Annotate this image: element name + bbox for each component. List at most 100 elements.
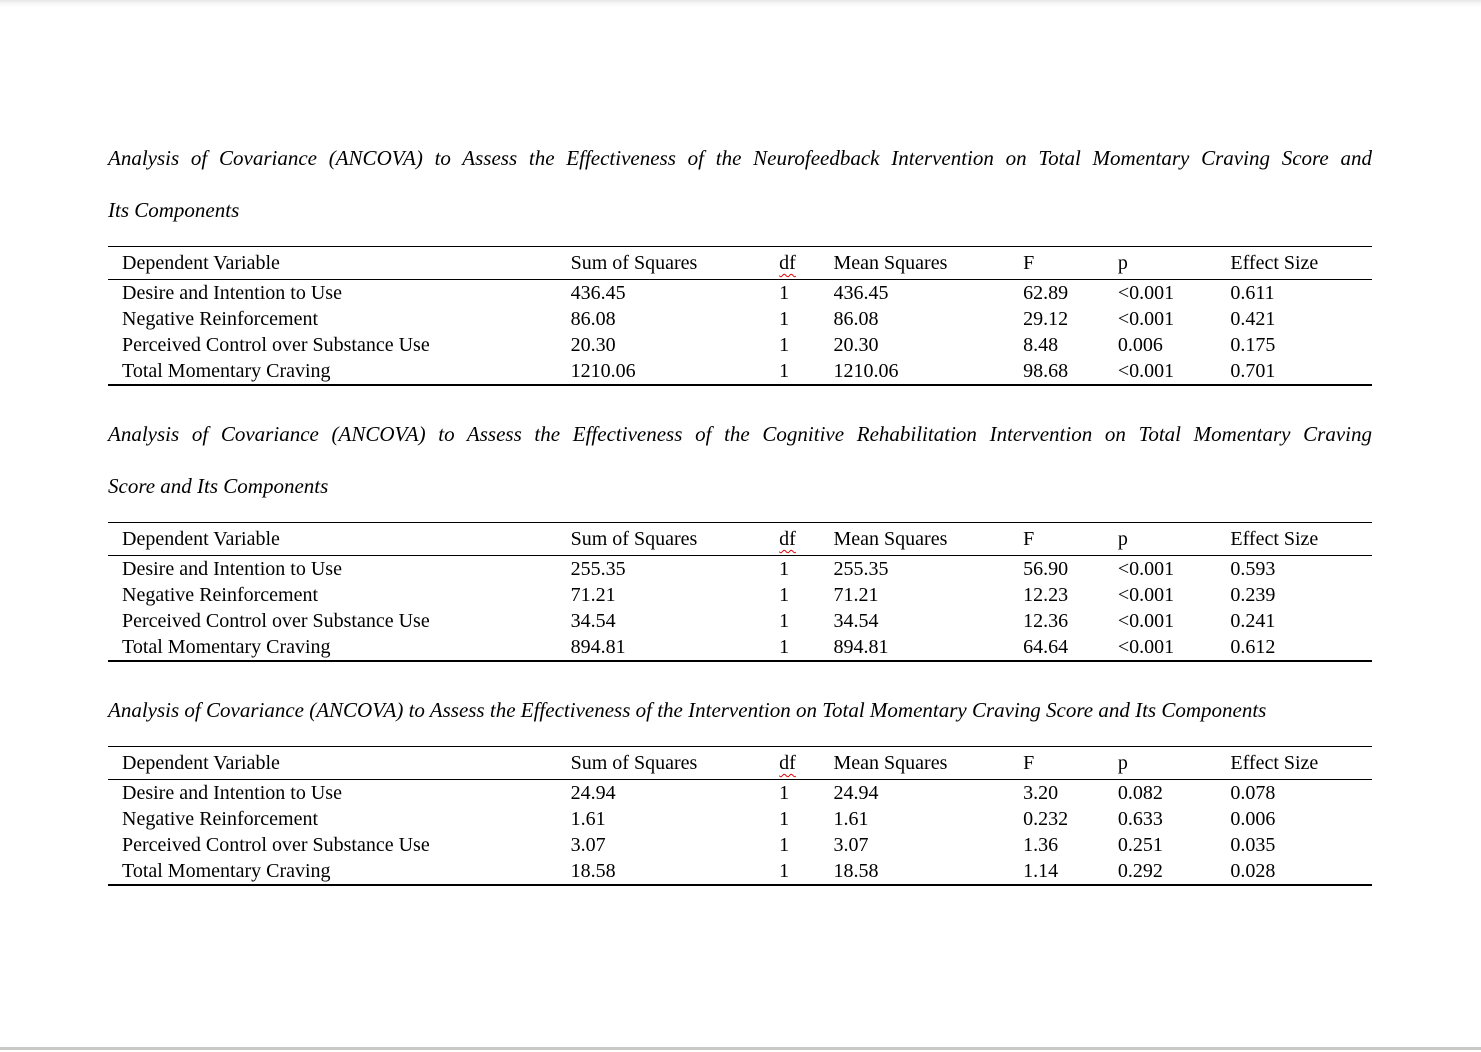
column-header-f: F <box>1023 752 1035 774</box>
row-label: Desire and Intention to Use <box>122 782 342 804</box>
table-caption-line: Its Components <box>108 198 240 222</box>
column-header-df: df <box>779 252 796 274</box>
cell-value: 3.07 <box>570 834 606 856</box>
row-label: Total Momentary Craving <box>122 360 331 382</box>
cell-value: 255.35 <box>833 558 889 580</box>
row-label: Negative Reinforcement <box>122 308 319 330</box>
column-header-effect-size: Effect Size <box>1230 752 1319 774</box>
cell-value: 64.64 <box>1023 636 1069 658</box>
cell-value: 0.611 <box>1230 282 1275 304</box>
cell-value: 34.54 <box>833 610 879 632</box>
table-row: Desire and Intention to Use 255.35 1 255.35… <box>108 556 1372 583</box>
cell-value: 0.006 <box>1117 334 1163 356</box>
cell-value: 3.07 <box>833 834 869 856</box>
cell-value: 0.612 <box>1230 636 1276 658</box>
column-header-mean-squares: Mean Squares <box>833 528 948 550</box>
ancova-section-neurofeedback: Analysis of Covariance (ANCOVA) to Asses… <box>108 132 1372 386</box>
cell-value: <0.001 <box>1117 584 1175 606</box>
cell-value: 20.30 <box>570 334 616 356</box>
cell-value: 12.23 <box>1023 584 1069 606</box>
table-caption: Analysis of Covariance (ANCOVA) to Asses… <box>108 132 1372 236</box>
ancova-section-intervention: Analysis of Covariance (ANCOVA) to Asses… <box>108 684 1372 886</box>
table-row: Perceived Control over Substance Use 34.5… <box>108 608 1372 634</box>
row-label: Total Momentary Craving <box>122 860 331 882</box>
page-bottom-edge <box>0 1047 1481 1050</box>
row-label: Desire and Intention to Use <box>122 282 342 304</box>
column-header-mean-squares: Mean Squares <box>833 752 948 774</box>
column-header-df: df <box>779 528 796 550</box>
cell-value: <0.001 <box>1117 308 1175 330</box>
cell-value: 3.20 <box>1023 782 1059 804</box>
cell-value: 98.68 <box>1023 360 1069 382</box>
ancova-table-intervention: Dependent Variable Sum of Squares df Mean S… <box>108 746 1372 886</box>
cell-value: 56.90 <box>1023 558 1069 580</box>
table-header-row: Dependent Variable Sum of Squares df Mean S… <box>108 523 1372 556</box>
cell-value: 0.232 <box>1023 808 1069 830</box>
column-header-sum-of-squares: Sum of Squares <box>570 752 698 774</box>
column-header-dependent-variable: Dependent Variable <box>122 528 280 550</box>
cell-value: <0.001 <box>1117 360 1175 382</box>
cell-value: 1 <box>779 558 790 580</box>
cell-value: 0.593 <box>1230 558 1276 580</box>
cell-value: 0.241 <box>1230 610 1276 632</box>
cell-value: <0.001 <box>1117 610 1175 632</box>
cell-value: 0.035 <box>1230 834 1276 856</box>
table-header-row: Dependent Variable Sum of Squares df Mean S… <box>108 247 1372 280</box>
column-header-dependent-variable: Dependent Variable <box>122 752 280 774</box>
table-header-row: Dependent Variable Sum of Squares df Mean S… <box>108 747 1372 780</box>
table-row: Total Momentary Craving 1210.06 1 1210.06 98… <box>108 358 1372 385</box>
document-content: Analysis of Covariance (ANCOVA) to Asses… <box>108 132 1372 886</box>
cell-value: 1 <box>779 584 790 606</box>
column-header-p: p <box>1117 752 1128 774</box>
column-header-sum-of-squares: Sum of Squares <box>570 252 698 274</box>
cell-value: 0.292 <box>1117 860 1163 882</box>
cell-value: 0.078 <box>1230 782 1276 804</box>
cell-value: 894.81 <box>570 636 626 658</box>
cell-value: 0.251 <box>1117 834 1163 856</box>
cell-value: 1 <box>779 334 790 356</box>
column-header-f: F <box>1023 528 1035 550</box>
cell-value: 86.08 <box>833 308 879 330</box>
table-row: Total Momentary Craving 894.81 1 894.81 64.6… <box>108 634 1372 661</box>
column-header-mean-squares: Mean Squares <box>833 252 948 274</box>
page-top-edge <box>0 0 1481 7</box>
column-header-effect-size: Effect Size <box>1230 252 1319 274</box>
cell-value: 1210.06 <box>833 360 899 382</box>
cell-value: 1 <box>779 636 790 658</box>
cell-value: 0.701 <box>1230 360 1276 382</box>
cell-value: <0.001 <box>1117 636 1175 658</box>
cell-value: 0.633 <box>1117 808 1163 830</box>
cell-value: <0.001 <box>1117 558 1175 580</box>
row-label: Desire and Intention to Use <box>122 558 342 580</box>
row-label: Perceived Control over Substance Use <box>122 334 430 356</box>
cell-value: 1.61 <box>570 808 606 830</box>
cell-value: 1 <box>779 782 790 804</box>
cell-value: 1.61 <box>833 808 869 830</box>
column-header-p: p <box>1117 528 1128 550</box>
cell-value: 0.239 <box>1230 584 1276 606</box>
cell-value: 1 <box>779 834 790 856</box>
cell-value: 436.45 <box>833 282 889 304</box>
column-header-dependent-variable: Dependent Variable <box>122 252 280 274</box>
table-caption-line: Analysis of Covariance (ANCOVA) to Asses… <box>108 422 1372 446</box>
row-label: Negative Reinforcement <box>122 584 319 606</box>
cell-value: 71.21 <box>570 584 616 606</box>
ancova-table-neurofeedback: Dependent Variable Sum of Squares df Mean S… <box>108 246 1372 386</box>
cell-value: 1 <box>779 808 790 830</box>
cell-value: 1 <box>779 610 790 632</box>
table-caption-line: Analysis of Covariance (ANCOVA) to Asses… <box>108 698 1267 722</box>
cell-value: 1210.06 <box>570 360 636 382</box>
table-row: Total Momentary Craving 18.58 1 18.58 1.14 0.… <box>108 858 1372 885</box>
cell-value: 1.36 <box>1023 834 1059 856</box>
cell-value: 255.35 <box>570 558 626 580</box>
cell-value: 86.08 <box>570 308 616 330</box>
ancova-table-cognitive-rehabilitation: Dependent Variable Sum of Squares df Mean S… <box>108 522 1372 662</box>
cell-value: 20.30 <box>833 334 879 356</box>
cell-value: 0.028 <box>1230 860 1276 882</box>
column-header-effect-size: Effect Size <box>1230 528 1319 550</box>
cell-value: 62.89 <box>1023 282 1069 304</box>
table-row: Perceived Control over Substance Use 3.07… <box>108 832 1372 858</box>
cell-value: 0.006 <box>1230 808 1276 830</box>
row-label: Negative Reinforcement <box>122 808 319 830</box>
cell-value: 0.421 <box>1230 308 1276 330</box>
